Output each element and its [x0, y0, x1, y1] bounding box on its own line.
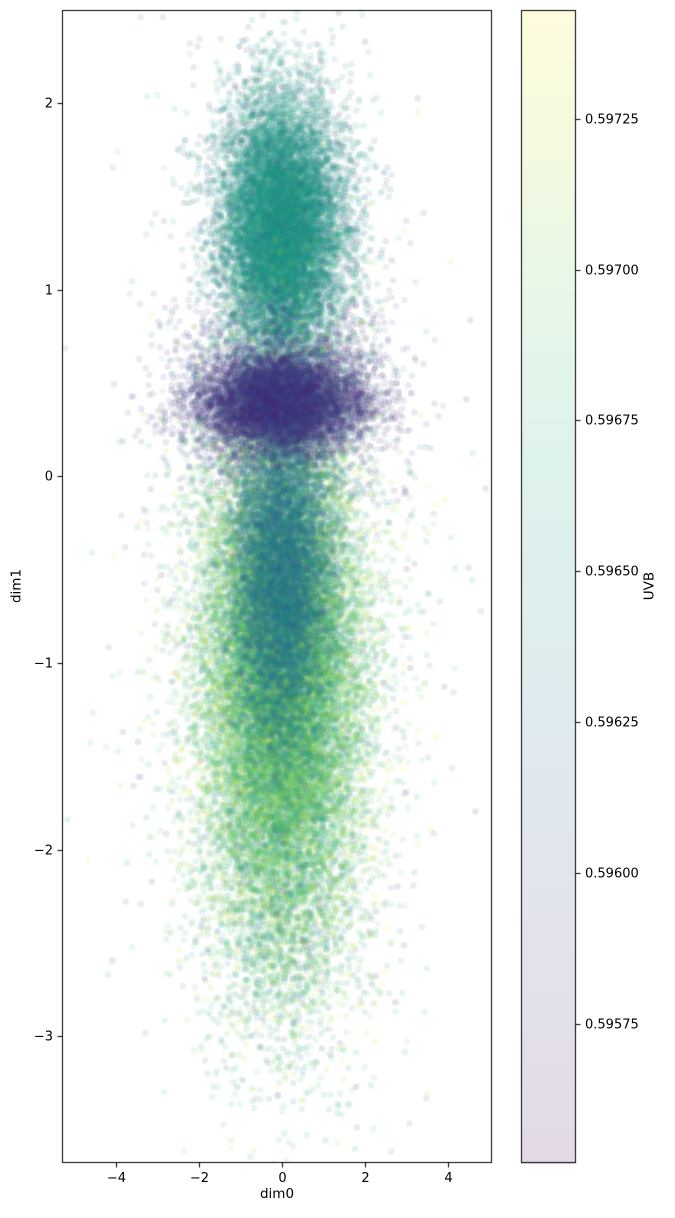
y-tick-label: 1	[44, 283, 53, 298]
y-tick-label: −3	[33, 1029, 53, 1044]
colorbar-tick-label: 0.59625	[585, 715, 639, 730]
y-tick-label: 0	[44, 469, 53, 484]
colorbar-tick-label: 0.59675	[585, 413, 639, 428]
x-tick-label: −2	[189, 1171, 210, 1186]
x-axis-label: dim0	[259, 1186, 295, 1202]
x-tick-label: 4	[444, 1171, 453, 1186]
colorbar-tick-label: 0.59725	[585, 112, 639, 127]
x-tick-label: 2	[361, 1171, 370, 1186]
x-tick-label: −4	[106, 1171, 127, 1186]
colorbar-tick-label: 0.59700	[585, 263, 639, 278]
y-tick-label: −1	[33, 656, 53, 671]
colorbar-tick-label: 0.59575	[585, 1017, 639, 1032]
y-axis-label: dim1	[8, 568, 25, 604]
y-tick-label: −2	[33, 843, 53, 858]
y-tick-label: 2	[44, 96, 53, 111]
colorbar-label: UVB	[641, 571, 658, 601]
colorbar-tick-label: 0.59650	[585, 564, 639, 579]
x-tick-label: 0	[278, 1171, 287, 1186]
colorbar-tick-label: 0.59600	[585, 866, 639, 881]
